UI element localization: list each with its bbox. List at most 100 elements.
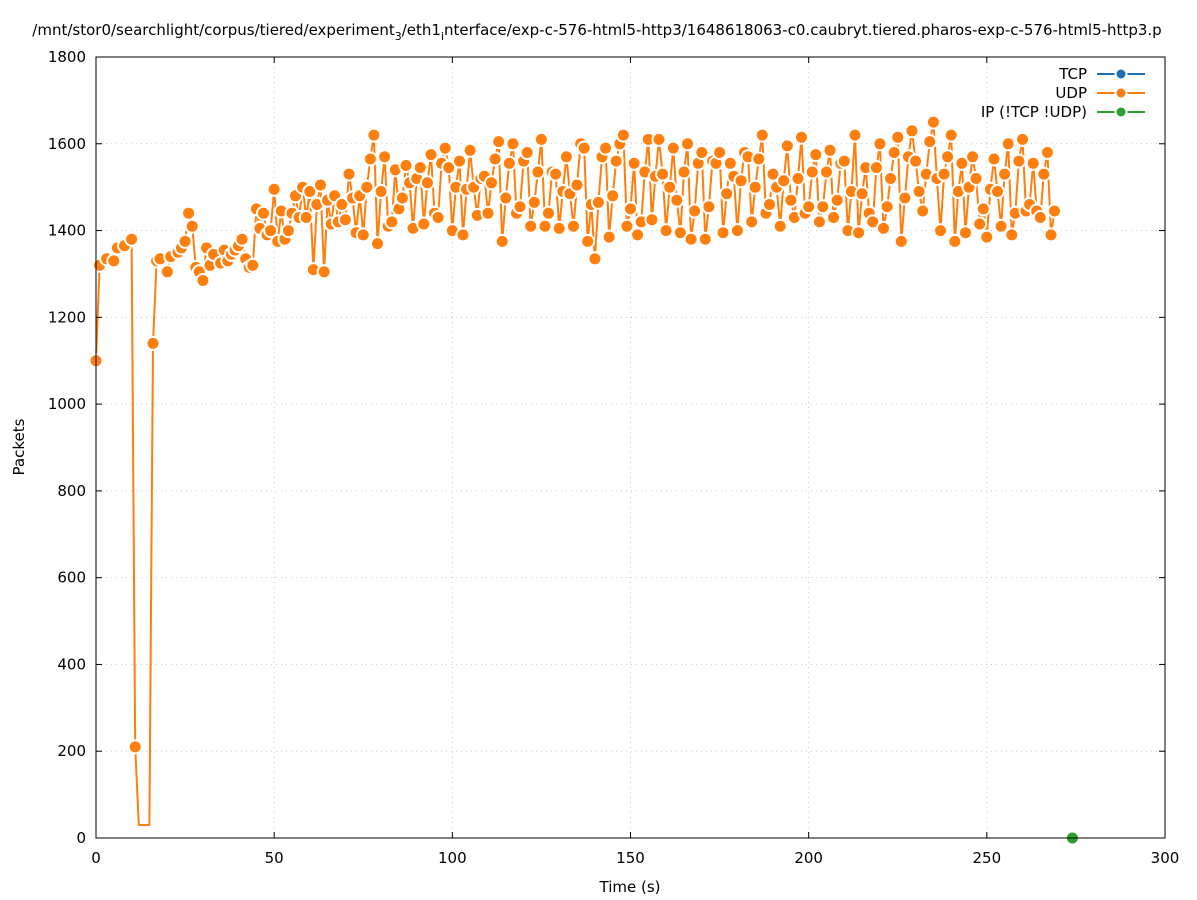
data-point (676, 164, 692, 180)
data-point (455, 227, 471, 243)
data-point (669, 192, 685, 208)
data-point (377, 149, 393, 165)
data-point (441, 160, 457, 176)
data-point (526, 194, 542, 210)
data-point (886, 145, 902, 160)
data-point (819, 164, 834, 180)
data-point (904, 123, 920, 139)
data-point (512, 199, 528, 215)
data-point (701, 199, 717, 215)
data-point (590, 194, 606, 210)
data-point (487, 151, 503, 167)
data-point (548, 166, 564, 182)
data-point (808, 147, 824, 163)
data-point (651, 131, 667, 147)
data-point (865, 214, 881, 230)
data-point (605, 188, 621, 204)
y-tick-label: 1600 (48, 135, 86, 153)
data-point (943, 127, 959, 143)
data-point (697, 231, 713, 247)
data-point (537, 218, 553, 234)
data-point (266, 181, 282, 197)
data-point (719, 186, 735, 202)
data-point (615, 127, 631, 143)
data-point (419, 175, 435, 191)
data-point (177, 233, 193, 249)
data-point (1004, 227, 1020, 243)
data-point (501, 155, 517, 171)
data-point (762, 197, 777, 212)
data-point (990, 184, 1005, 199)
data-point (765, 166, 781, 182)
x-tick-label: 250 (973, 849, 1002, 867)
data-point (794, 129, 809, 145)
data-point (1025, 155, 1041, 171)
data-point (362, 151, 378, 167)
data-point (694, 145, 710, 160)
y-tick-label: 0 (76, 829, 86, 847)
data-point (997, 166, 1013, 182)
data-point (1039, 145, 1055, 160)
data-point (876, 220, 891, 236)
data-point (181, 205, 197, 221)
data-point (452, 153, 467, 169)
data-point (530, 164, 546, 180)
data-point (915, 203, 931, 219)
series-udp (88, 114, 1062, 826)
chart-title: /mnt/stor0/searchlight/corpus/tiered/exp… (32, 21, 1161, 43)
data-point (423, 147, 439, 163)
data-point (145, 335, 161, 351)
data-point (630, 227, 646, 243)
data-point (986, 151, 1002, 167)
data-point (505, 136, 521, 152)
data-point (722, 155, 738, 171)
data-point (744, 214, 760, 230)
data-point (658, 223, 674, 239)
data-point (829, 192, 845, 208)
data-point (106, 253, 122, 269)
data-point (680, 136, 695, 152)
data-point (398, 158, 414, 173)
data-point (245, 257, 261, 273)
data-point (897, 190, 913, 206)
y-tick-label: 1000 (48, 395, 86, 413)
legend-entry: TCP (1058, 65, 1145, 83)
data-point (826, 210, 842, 225)
data-point (1011, 153, 1027, 169)
data-point (626, 155, 642, 171)
data-point (280, 223, 296, 239)
data-point (968, 171, 984, 186)
data-point (751, 151, 767, 167)
data-point (359, 179, 375, 195)
data-point (868, 160, 884, 176)
data-point (523, 218, 539, 234)
data-point (302, 184, 318, 199)
data-point (195, 273, 211, 288)
data-point (772, 218, 788, 234)
data-point (619, 218, 635, 234)
data-point (975, 201, 991, 217)
data-point (234, 231, 250, 247)
legend-entry: IP (!TCP !UDP) (981, 103, 1145, 121)
data-point (533, 131, 549, 147)
data-point (712, 145, 728, 160)
data-point (580, 233, 596, 249)
data-point (384, 214, 400, 230)
data-point (1043, 227, 1059, 243)
data-point (1015, 131, 1030, 147)
y-tick-label: 1200 (48, 308, 86, 326)
data-point (394, 190, 410, 206)
data-point (776, 173, 792, 189)
data-point (779, 138, 795, 154)
data-point (316, 264, 332, 280)
data-point (313, 177, 328, 193)
data-point (1000, 136, 1016, 152)
data-point (815, 199, 831, 215)
data-point (908, 153, 924, 169)
data-point (936, 166, 952, 182)
data-point (933, 223, 948, 239)
data-point (498, 190, 514, 206)
data-point (747, 179, 763, 195)
legend-marker (1114, 86, 1128, 100)
